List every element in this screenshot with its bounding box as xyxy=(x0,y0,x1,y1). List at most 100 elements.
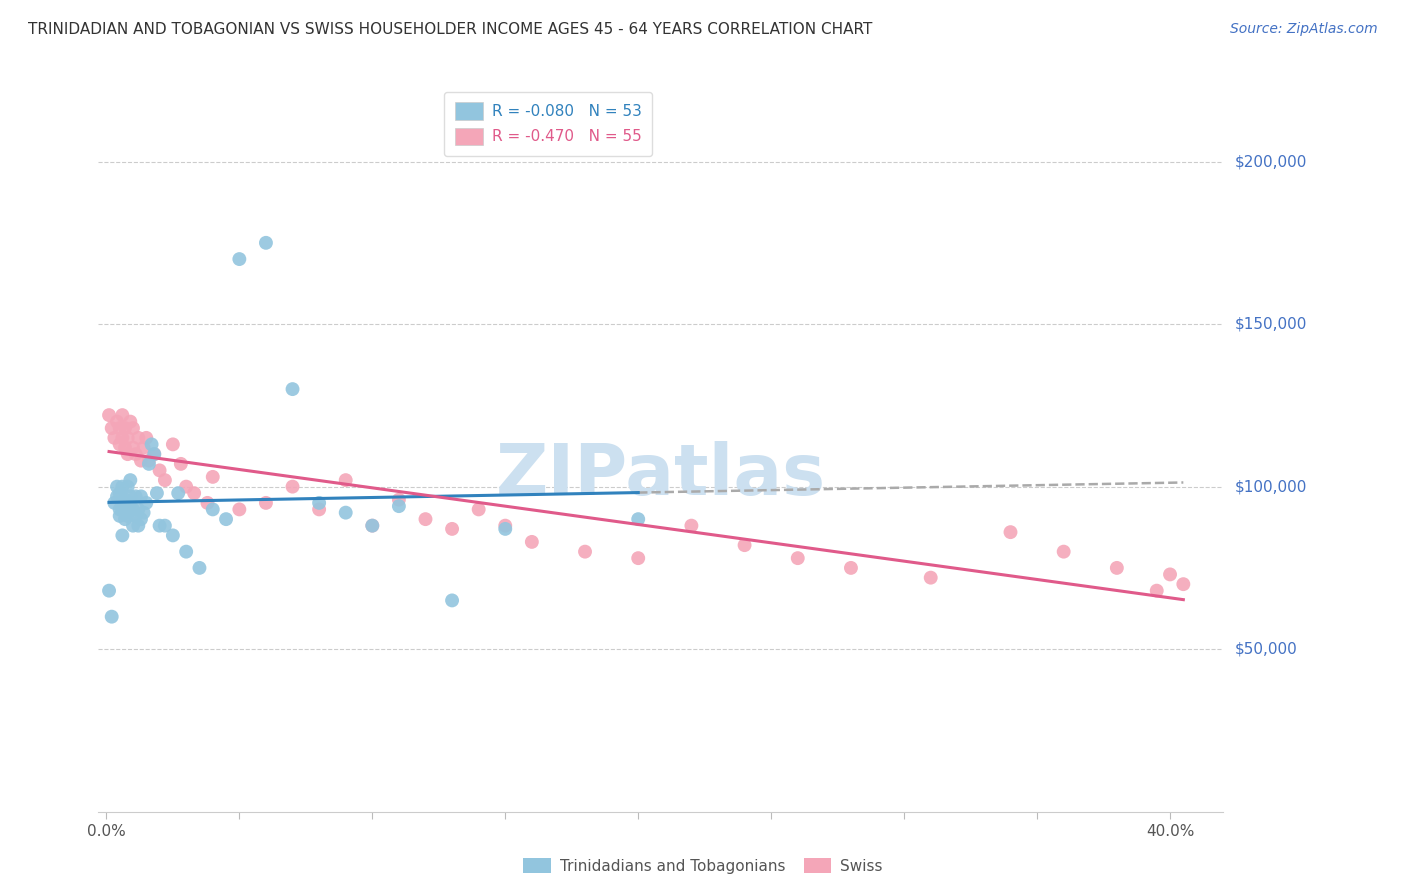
Point xyxy=(308,496,330,510)
Point xyxy=(148,463,170,477)
Point xyxy=(124,508,146,523)
Point xyxy=(129,453,152,467)
Point xyxy=(201,470,224,484)
Point xyxy=(117,499,139,513)
Point xyxy=(170,457,193,471)
Point xyxy=(111,480,134,494)
Point xyxy=(162,528,184,542)
Text: $200,000: $200,000 xyxy=(1234,154,1306,169)
Point xyxy=(127,431,149,445)
Text: TRINIDADIAN AND TOBAGONIAN VS SWISS HOUSEHOLDER INCOME AGES 45 - 64 YEARS CORREL: TRINIDADIAN AND TOBAGONIAN VS SWISS HOUS… xyxy=(28,22,873,37)
Point xyxy=(174,480,197,494)
Point xyxy=(111,431,134,445)
Point xyxy=(1000,525,1022,540)
Point xyxy=(281,480,304,494)
Point xyxy=(335,473,357,487)
Point xyxy=(103,496,125,510)
Point xyxy=(122,421,145,435)
Point xyxy=(1159,567,1181,582)
Point xyxy=(105,480,128,494)
Point xyxy=(1173,577,1195,591)
Point xyxy=(100,421,122,435)
Point xyxy=(98,583,121,598)
Point xyxy=(122,518,145,533)
Point xyxy=(467,502,489,516)
Point xyxy=(786,551,808,566)
Point xyxy=(627,512,650,526)
Point xyxy=(103,431,125,445)
Point xyxy=(105,489,128,503)
Point xyxy=(122,502,145,516)
Point xyxy=(132,506,155,520)
Point xyxy=(108,421,131,435)
Text: $150,000: $150,000 xyxy=(1234,317,1306,332)
Point xyxy=(1053,544,1076,558)
Point xyxy=(574,544,596,558)
Point xyxy=(174,544,197,558)
Point xyxy=(117,508,139,523)
Point xyxy=(129,512,152,526)
Point xyxy=(441,593,464,607)
Point xyxy=(441,522,464,536)
Point xyxy=(146,486,169,500)
Point xyxy=(108,508,131,523)
Point xyxy=(122,441,145,455)
Point xyxy=(114,421,136,435)
Point xyxy=(120,415,142,429)
Point xyxy=(388,499,411,513)
Point xyxy=(281,382,304,396)
Point xyxy=(388,492,411,507)
Point xyxy=(117,480,139,494)
Point xyxy=(228,252,250,266)
Point xyxy=(124,447,146,461)
Point xyxy=(520,535,543,549)
Point xyxy=(494,518,516,533)
Point xyxy=(254,235,277,250)
Point xyxy=(1146,583,1168,598)
Point xyxy=(108,486,131,500)
Point xyxy=(141,437,163,451)
Point xyxy=(100,609,122,624)
Point xyxy=(361,518,384,533)
Point xyxy=(117,447,139,461)
Point xyxy=(135,431,157,445)
Text: $100,000: $100,000 xyxy=(1234,479,1306,494)
Point xyxy=(197,496,219,510)
Point xyxy=(98,408,121,422)
Point xyxy=(143,447,166,461)
Point xyxy=(117,431,139,445)
Legend: Trinidadians and Tobagonians, Swiss: Trinidadians and Tobagonians, Swiss xyxy=(517,852,889,880)
Point xyxy=(1105,561,1128,575)
Point xyxy=(494,522,516,536)
Point xyxy=(127,518,149,533)
Point xyxy=(127,502,149,516)
Point xyxy=(138,453,160,467)
Point xyxy=(148,518,170,533)
Point xyxy=(114,492,136,507)
Point xyxy=(114,506,136,520)
Point xyxy=(361,518,384,533)
Point xyxy=(114,441,136,455)
Point xyxy=(228,502,250,516)
Point xyxy=(143,447,166,461)
Point xyxy=(120,489,142,503)
Point xyxy=(254,496,277,510)
Point xyxy=(111,502,134,516)
Point xyxy=(120,473,142,487)
Point xyxy=(183,486,205,500)
Point xyxy=(415,512,437,526)
Point xyxy=(124,489,146,503)
Text: $50,000: $50,000 xyxy=(1234,641,1298,657)
Point xyxy=(135,496,157,510)
Point xyxy=(308,502,330,516)
Point xyxy=(681,518,703,533)
Point xyxy=(188,561,211,575)
Legend: R = -0.080   N = 53, R = -0.470   N = 55: R = -0.080 N = 53, R = -0.470 N = 55 xyxy=(444,92,652,156)
Point xyxy=(132,441,155,455)
Point xyxy=(108,502,131,516)
Point xyxy=(215,512,238,526)
Point xyxy=(627,551,650,566)
Point xyxy=(153,518,176,533)
Point xyxy=(734,538,756,552)
Point xyxy=(201,502,224,516)
